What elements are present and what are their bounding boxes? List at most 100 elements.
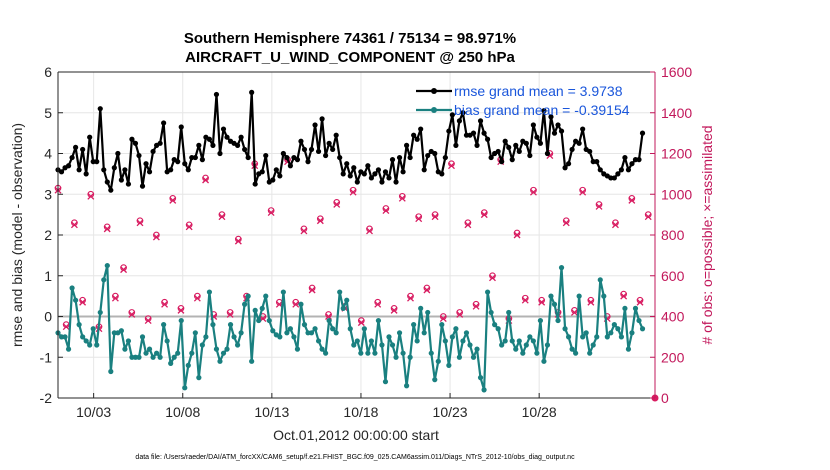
left-tick-label: 2: [44, 227, 52, 243]
data-point-bias: [80, 334, 86, 340]
obs-assimilated-stroke: [538, 298, 546, 306]
obs-assimilated-marker: [513, 231, 521, 239]
data-point-bias: [495, 326, 501, 332]
data-point-rmse: [379, 179, 385, 185]
data-point-bias: [615, 326, 621, 332]
data-point-bias: [453, 326, 459, 332]
data-point-rmse: [143, 161, 149, 167]
data-point-bias: [101, 277, 107, 283]
obs-assimilated-marker: [120, 266, 128, 274]
data-point-bias: [418, 305, 424, 311]
obs-assimilated-stroke: [448, 162, 455, 170]
data-point-bias: [481, 387, 487, 393]
data-point-bias: [319, 346, 325, 352]
obs-assimilated-stroke: [570, 308, 578, 316]
data-point-rmse: [404, 142, 410, 148]
data-point-rmse: [337, 154, 343, 161]
data-point-bias: [76, 322, 82, 328]
data-point-bias: [622, 305, 628, 311]
data-point-rmse: [425, 152, 431, 159]
data-point-rmse: [365, 163, 371, 169]
data-point-bias: [340, 305, 346, 311]
obs-assimilated-marker: [226, 311, 234, 318]
obs-assimilated-marker: [62, 323, 70, 331]
data-point-rmse: [168, 167, 174, 173]
data-point-rmse: [484, 136, 491, 142]
data-point-rmse: [344, 161, 350, 167]
data-point-bias: [562, 326, 568, 332]
data-point-rmse: [323, 152, 329, 159]
data-point-rmse: [393, 179, 399, 185]
obs-assimilated-marker: [234, 237, 242, 245]
data-point-rmse: [562, 165, 568, 171]
obs-assimilated-stroke: [521, 296, 529, 304]
data-point-rmse: [558, 128, 565, 134]
data-point-bias: [143, 350, 149, 356]
obs-assimilated-stroke: [628, 196, 636, 204]
data-point-rmse: [347, 173, 353, 179]
obs-assimilated-marker: [521, 296, 529, 304]
obs-assimilated-marker: [407, 294, 414, 302]
data-point-rmse: [178, 124, 184, 130]
data-point-bias: [83, 338, 89, 344]
data-point-rmse: [537, 140, 544, 146]
obs-assimilated-marker: [448, 162, 455, 170]
data-point-rmse: [400, 169, 406, 175]
left-tick-label: 5: [44, 105, 52, 121]
obs-assimilated-marker: [644, 213, 652, 221]
data-point-bias: [375, 317, 382, 324]
data-point-bias: [333, 330, 339, 336]
obs-assimilated-stroke: [374, 300, 382, 308]
data-point-rmse: [104, 179, 110, 185]
data-point-bias: [544, 342, 551, 348]
data-point-rmse: [65, 163, 72, 169]
data-point-rmse: [76, 167, 82, 173]
data-point-bias: [527, 334, 533, 340]
data-point-bias: [632, 305, 639, 311]
data-point-bias: [298, 301, 304, 307]
right-tick-label: 1400: [661, 105, 692, 121]
data-point-rmse: [277, 173, 283, 179]
data-point-bias: [153, 350, 160, 356]
obs-assimilated-stroke: [111, 294, 119, 302]
data-point-bias: [104, 262, 110, 269]
data-point-rmse: [615, 171, 621, 177]
obs-assimilated-marker: [489, 274, 496, 282]
data-point-bias: [220, 350, 227, 356]
obs-assimilated-stroke: [169, 196, 177, 204]
data-point-bias: [231, 334, 237, 340]
data-point-bias: [604, 334, 610, 340]
data-point-bias: [97, 309, 103, 316]
data-point-rmse: [298, 138, 304, 144]
obs-assimilated-marker: [620, 292, 628, 300]
data-point-rmse: [146, 169, 153, 175]
data-point-bias: [428, 350, 434, 356]
data-point-rmse: [139, 183, 146, 189]
data-point-rmse: [224, 134, 230, 140]
data-point-rmse: [69, 154, 75, 161]
data-point-rmse: [580, 126, 586, 132]
data-point-bias: [382, 379, 389, 385]
data-point-rmse: [192, 154, 198, 161]
obs-assimilated-stroke: [185, 223, 193, 231]
data-point-bias: [161, 322, 167, 328]
data-point-bias: [139, 334, 146, 340]
data-point-rmse: [506, 144, 512, 150]
data-point-bias: [534, 350, 540, 356]
obs-assimilated-stroke: [480, 211, 488, 219]
data-point-rmse: [502, 138, 508, 144]
obs-assimilated-marker: [579, 188, 587, 196]
data-point-rmse: [122, 167, 128, 173]
obs-assimilated-stroke: [193, 294, 201, 302]
data-point-bias: [217, 358, 223, 364]
data-point-bias: [337, 289, 343, 295]
data-point-rmse: [94, 159, 100, 165]
data-point-bias: [407, 354, 413, 360]
data-point-rmse: [629, 161, 635, 167]
data-point-bias: [361, 326, 367, 332]
data-point-bias: [178, 317, 184, 324]
right-tick-label: 1200: [661, 146, 692, 162]
data-point-bias: [411, 322, 417, 328]
data-point-bias: [136, 354, 142, 360]
data-point-bias: [312, 326, 318, 332]
